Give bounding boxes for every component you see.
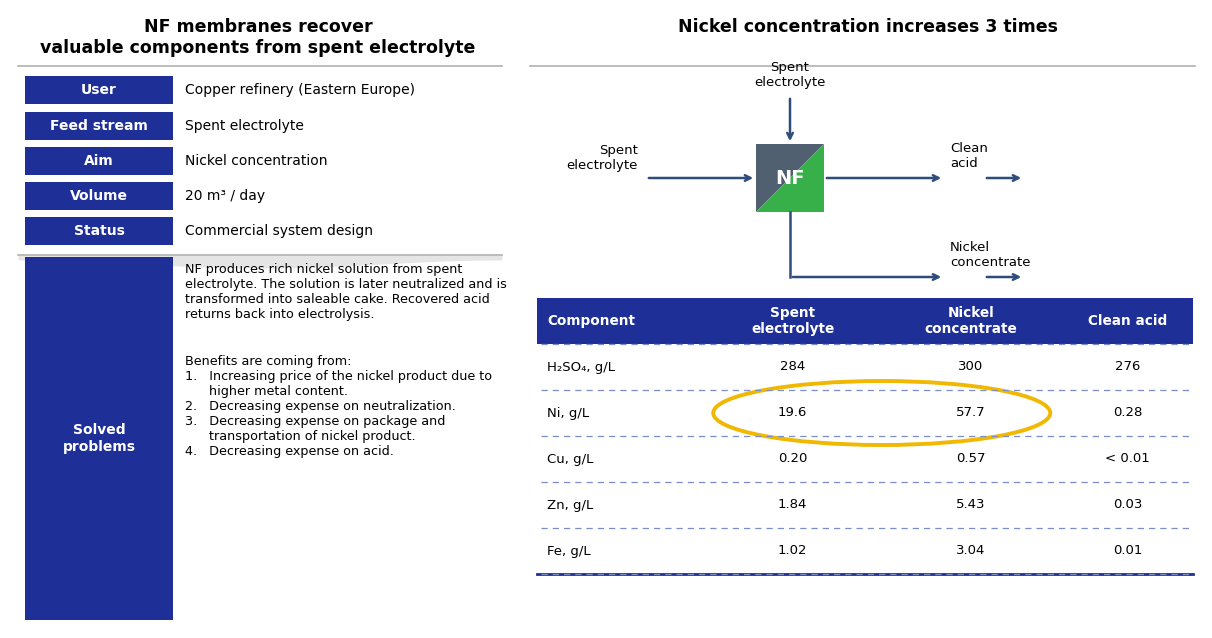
Text: Feed stream: Feed stream xyxy=(50,119,148,133)
Text: 19.6: 19.6 xyxy=(778,406,807,420)
Text: User: User xyxy=(81,83,116,97)
Text: Nickel concentration: Nickel concentration xyxy=(185,154,327,168)
Text: Nickel
concentrate: Nickel concentrate xyxy=(950,241,1030,269)
Text: 284: 284 xyxy=(779,360,805,373)
Text: NF produces rich nickel solution from spent
electrolyte. The solution is later n: NF produces rich nickel solution from sp… xyxy=(185,263,507,321)
Text: Zn, g/L: Zn, g/L xyxy=(547,498,593,512)
Text: Fe, g/L: Fe, g/L xyxy=(547,544,590,558)
Text: H₂SO₄, g/L: H₂SO₄, g/L xyxy=(547,360,614,373)
Text: Ni, g/L: Ni, g/L xyxy=(547,406,589,420)
Text: 276: 276 xyxy=(1115,360,1140,373)
Text: 0.28: 0.28 xyxy=(1113,406,1142,420)
Text: Nickel
concentrate: Nickel concentrate xyxy=(925,306,1017,336)
Text: Clean
acid: Clean acid xyxy=(950,142,988,170)
Polygon shape xyxy=(756,144,824,212)
Text: 0.57: 0.57 xyxy=(956,452,985,466)
Text: 1.84: 1.84 xyxy=(778,498,807,512)
Text: Solved
problems: Solved problems xyxy=(63,424,136,454)
FancyBboxPatch shape xyxy=(25,217,173,245)
Text: Spent
electrolyte: Spent electrolyte xyxy=(567,144,638,172)
Text: 1.02: 1.02 xyxy=(778,544,807,558)
FancyBboxPatch shape xyxy=(25,182,173,210)
Text: 3.04: 3.04 xyxy=(956,544,985,558)
Text: NF: NF xyxy=(776,168,805,188)
Text: Benefits are coming from:
1.   Increasing price of the nickel product due to
   : Benefits are coming from: 1. Increasing … xyxy=(185,355,492,458)
Text: 20 m³ / day: 20 m³ / day xyxy=(185,189,265,203)
FancyBboxPatch shape xyxy=(25,257,173,620)
FancyBboxPatch shape xyxy=(25,76,173,104)
Text: < 0.01: < 0.01 xyxy=(1105,452,1150,466)
Text: Spent electrolyte: Spent electrolyte xyxy=(185,119,304,133)
FancyBboxPatch shape xyxy=(25,112,173,140)
Polygon shape xyxy=(756,144,824,212)
Text: Nickel concentration increases 3 times: Nickel concentration increases 3 times xyxy=(678,18,1058,36)
Text: Component: Component xyxy=(547,314,635,328)
Text: Volume: Volume xyxy=(70,189,128,203)
FancyBboxPatch shape xyxy=(537,298,1193,344)
Text: 0.01: 0.01 xyxy=(1113,544,1142,558)
Text: 0.03: 0.03 xyxy=(1113,498,1142,512)
Text: Commercial system design: Commercial system design xyxy=(185,224,373,238)
FancyBboxPatch shape xyxy=(25,147,173,175)
Text: 0.20: 0.20 xyxy=(778,452,807,466)
Text: Cu, g/L: Cu, g/L xyxy=(547,452,594,466)
Text: Spent
electrolyte: Spent electrolyte xyxy=(754,61,825,89)
Text: 57.7: 57.7 xyxy=(956,406,985,420)
Text: Clean acid: Clean acid xyxy=(1088,314,1167,328)
Text: Status: Status xyxy=(74,224,125,238)
Text: Copper refinery (Eastern Europe): Copper refinery (Eastern Europe) xyxy=(185,83,415,97)
Text: Aim: Aim xyxy=(84,154,114,168)
Text: 300: 300 xyxy=(959,360,984,373)
Text: 5.43: 5.43 xyxy=(956,498,985,512)
Text: Spent
electrolyte: Spent electrolyte xyxy=(751,306,834,336)
Text: NF membranes recover
valuable components from spent electrolyte: NF membranes recover valuable components… xyxy=(40,18,475,57)
